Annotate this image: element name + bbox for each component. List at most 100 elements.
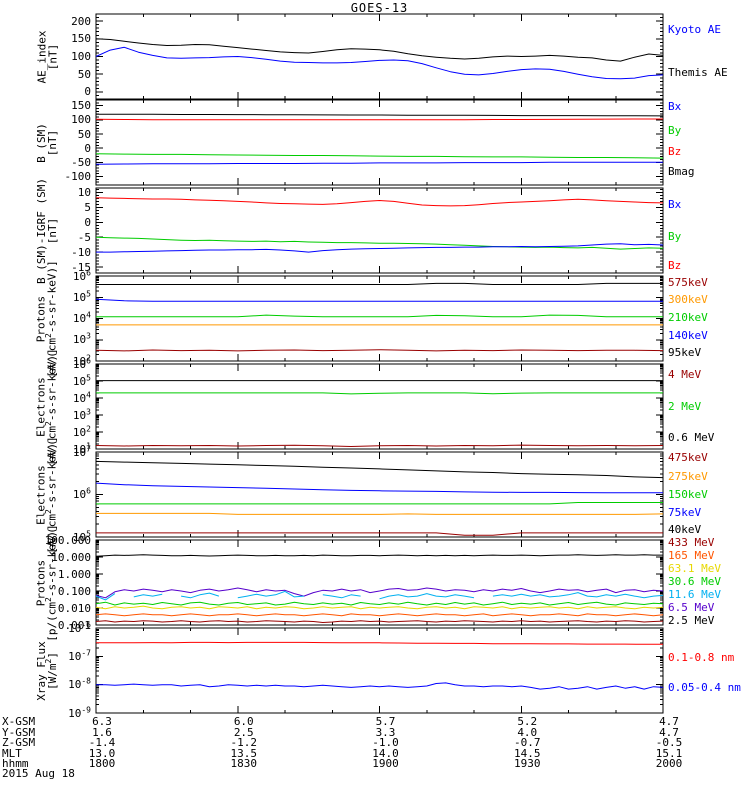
ytick-label-protons-mev: 100.000 — [44, 533, 91, 547]
axis-value-x-gsm-4: 4.7 — [659, 715, 679, 728]
series-2-mev — [96, 392, 663, 395]
legend-label-95kev: 95keV — [668, 346, 702, 359]
legend-label-433-mev: 433 MeV — [668, 536, 715, 549]
ytick-label-protons-kev: 106 — [72, 267, 91, 283]
series-11.6-mev — [492, 592, 664, 599]
ytick-label-protons-mev: 0.001 — [57, 618, 91, 632]
series-by — [95, 153, 664, 159]
series-95kev — [96, 282, 663, 285]
axis-value-hhmm-2: 1900 — [372, 757, 399, 770]
series-30.6-mev — [95, 601, 664, 606]
ytick-label-electrons-mev: 104 — [72, 389, 91, 405]
axis-value-y-gsm-0: 1.6 — [92, 725, 112, 739]
legend-label-bx: Bx — [668, 100, 682, 113]
axis-value-x-gsm-1: 6.0 — [233, 715, 254, 728]
ytick-label-b-sm-igrf: 10 — [77, 185, 91, 199]
panel-electrons-kev — [95, 451, 664, 538]
series-165-mev — [95, 613, 664, 617]
series-575kev — [95, 349, 664, 352]
legend-label-300kev: 300keV — [668, 293, 708, 306]
ytick-label-electrons-mev: 105 — [72, 372, 91, 388]
axis-row-label-mlt: MLT — [2, 746, 22, 760]
ytick-label-b-sm-igrf: 0 — [84, 215, 91, 229]
ytick-label-ae-index: 50 — [77, 67, 91, 81]
ytick-label-ae-index: 200 — [71, 14, 91, 28]
legend-label-6.5-mev: 6.5 MeV — [668, 601, 715, 614]
series-bx — [95, 161, 663, 165]
ytick-label-electrons-mev: 102 — [72, 423, 91, 439]
series-bz — [95, 197, 664, 207]
legend-label-40kev: 40keV — [668, 523, 702, 536]
legend-label-bz: Bz — [668, 259, 682, 272]
panel-electrons-mev — [95, 363, 664, 450]
ytick-label-b-sm: 50 — [77, 127, 91, 141]
ytick-label-xray-flux: 10-8 — [68, 676, 91, 692]
panel-protons-kev — [95, 275, 664, 362]
legend-label-210kev: 210keV — [668, 311, 708, 324]
ytick-label-electrons-kev: 106 — [72, 486, 91, 501]
legend-label-63.1-mev: 63.1 MeV — [668, 562, 721, 575]
series-275kev — [96, 512, 664, 515]
axis-value-hhmm-1: 1830 — [230, 757, 258, 770]
ytick-label-protons-kev: 103 — [72, 331, 91, 347]
series-140kev — [95, 298, 663, 302]
series-210kev — [96, 314, 663, 318]
axis-value-z-gsm-1: -1.2 — [230, 736, 258, 749]
ytick-label-electrons-mev: 106 — [72, 355, 91, 371]
panel-b-sm — [95, 99, 664, 186]
axis-value-z-gsm-0: -1.4 — [88, 736, 116, 749]
ytick-label-b-sm-igrf: -15 — [71, 260, 91, 274]
series-0.1-0.8-nm — [96, 641, 663, 645]
ytick-label-electrons-kev: 107 — [72, 443, 91, 459]
series-11.6-mev — [237, 590, 304, 599]
series-475kev — [96, 532, 663, 536]
series-11.6-mev — [181, 592, 220, 599]
series-bmag — [96, 113, 664, 117]
ytick-label-ae-index: 0 — [84, 85, 91, 99]
legend-label-150kev: 150keV — [668, 488, 708, 501]
axis-value-hhmm-3: 1930 — [514, 757, 541, 770]
legend-label-bz: Bz — [668, 145, 682, 158]
ytick-label-xray-flux: 10-6 — [68, 619, 91, 635]
series-bx — [96, 243, 664, 253]
ytick-label-b-sm-igrf: 5 — [84, 200, 91, 214]
series-40kev — [95, 460, 664, 479]
legend-label-0.1-0.8-nm: 0.1-0.8 nm — [668, 651, 735, 664]
legend-label-0.05-0.4-nm: 0.05-0.4 nm — [668, 681, 741, 694]
series-2.5-mev — [95, 554, 663, 557]
axis-value-y-gsm-3: 4.0 — [517, 725, 538, 739]
series-150kev — [96, 502, 663, 505]
legend-label-165-mev: 165 MeV — [668, 549, 715, 562]
axis-value-mlt-3: 14.5 — [514, 746, 541, 760]
series-bz — [95, 118, 663, 121]
series-11.6-mev — [95, 593, 116, 601]
series-by — [95, 236, 664, 250]
axis-value-y-gsm-4: 4.7 — [659, 725, 679, 739]
legend-label-by: By — [668, 124, 682, 137]
ytick-label-b-sm-igrf: -5 — [77, 230, 91, 244]
legend-label-30.6-mev: 30.6 MeV — [668, 575, 721, 588]
legend-label-11.6-mev: 11.6 MeV — [668, 588, 721, 601]
axis-value-mlt-1: 13.5 — [230, 746, 258, 760]
axis-row-label-hhmm: hhmm — [2, 757, 29, 770]
ytick-label-b-sm: -100 — [64, 170, 92, 183]
panel-xray-flux — [95, 627, 664, 714]
ytick-label-protons-mev: 0.100 — [57, 584, 91, 598]
legend-label-140kev: 140keV — [668, 329, 708, 342]
axis-value-mlt-0: 13.0 — [88, 746, 116, 760]
series-6.5-mev — [95, 587, 664, 599]
legend-label-275kev: 275keV — [668, 470, 708, 483]
ytick-label-b-sm: 100 — [71, 113, 91, 127]
series-11.6-mev — [133, 593, 163, 598]
ytick-label-xray-flux: 10-9 — [68, 704, 91, 720]
series-4-mev — [95, 444, 664, 447]
series-63.1-mev — [95, 605, 664, 610]
ytick-label-xray-flux: 10-7 — [68, 648, 91, 663]
ytick-label-protons-kev: 102 — [72, 352, 91, 368]
legend-label-kyoto-ae: Kyoto AE — [668, 23, 721, 36]
legend-label-by: By — [668, 230, 682, 243]
ytick-label-b-sm-igrf: -10 — [71, 245, 91, 259]
ytick-label-b-sm: 150 — [71, 99, 91, 113]
